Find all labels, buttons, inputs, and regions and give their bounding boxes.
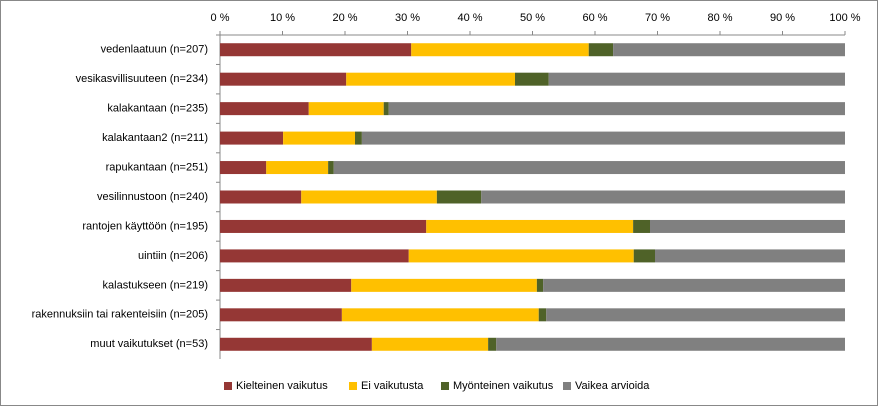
x-tick-label: 70 %	[645, 12, 670, 24]
bar-segment	[383, 102, 389, 116]
bar-segment	[301, 190, 437, 204]
legend-swatch	[563, 382, 571, 390]
y-tick-label: rantojen käyttöön (n=195)	[82, 220, 208, 232]
y-tick-label: muut vaikutukset (n=53)	[90, 338, 208, 350]
x-tick-label: 50 %	[520, 12, 545, 24]
bar-segment	[220, 308, 342, 322]
legend-swatch	[224, 382, 232, 390]
bar-segment	[543, 278, 845, 292]
bar-segment	[436, 190, 482, 204]
bar-segment	[548, 72, 845, 86]
x-tick-label: 30 %	[395, 12, 420, 24]
bar-segment	[220, 161, 267, 175]
bar-segment	[220, 219, 427, 233]
bar-segment	[346, 72, 515, 86]
legend-label: Kielteinen vaikutus	[236, 380, 328, 392]
x-tick-label: 0 %	[211, 12, 230, 24]
legend-label: Vaikea arvioida	[575, 380, 650, 392]
bar-segment	[220, 131, 284, 145]
bar-segment	[283, 131, 355, 145]
legend-label: Ei vaikutusta	[361, 380, 424, 392]
y-tick-label: rapukantaan (n=251)	[106, 161, 208, 173]
bar-segment	[333, 161, 845, 175]
y-tick-label: vesilinnustoon (n=240)	[97, 191, 208, 203]
bar-segment	[613, 43, 845, 57]
bar-segment	[220, 190, 302, 204]
y-tick-label: kalakantaan (n=235)	[107, 103, 208, 115]
legend-swatch	[441, 382, 449, 390]
bar-segment	[355, 131, 362, 145]
y-tick-label: uintiin (n=206)	[138, 250, 208, 262]
bar-segment	[220, 43, 412, 57]
bar-segment	[633, 249, 655, 263]
bar-segment	[655, 249, 845, 263]
y-tick-label: rakennuksiin tai rakenteisiin (n=205)	[32, 309, 208, 321]
bar-segment	[220, 337, 372, 351]
bar-segment	[308, 102, 384, 116]
bar-segment	[546, 308, 845, 322]
bar-segment	[220, 278, 352, 292]
y-tick-label: kalastukseen (n=219)	[103, 279, 208, 291]
bar-segment	[536, 278, 544, 292]
bar-segment	[538, 308, 547, 322]
bar-segment	[411, 43, 589, 57]
bar-segment	[481, 190, 845, 204]
legend-label: Myönteinen vaikutus	[453, 380, 554, 392]
x-tick-label: 60 %	[582, 12, 607, 24]
bar-segment	[633, 219, 650, 233]
y-tick-label: vesikasvillisuuteen (n=234)	[76, 73, 208, 85]
bar-segment	[220, 72, 347, 86]
bar-segment	[220, 102, 309, 116]
bar-segment	[361, 131, 845, 145]
bar-segment	[266, 161, 329, 175]
bar-segment	[588, 43, 614, 57]
bar-segment	[341, 308, 539, 322]
bar-segment	[351, 278, 537, 292]
bar-segment	[408, 249, 634, 263]
bar-segment	[388, 102, 845, 116]
bar-segment	[515, 72, 549, 86]
bar-segment	[328, 161, 334, 175]
y-tick-label: kalakantaan2 (n=211)	[102, 132, 208, 144]
x-tick-label: 90 %	[770, 12, 795, 24]
bar-segment	[426, 219, 634, 233]
x-tick-label: 80 %	[707, 12, 732, 24]
x-tick-label: 20 %	[332, 12, 357, 24]
x-tick-label: 100 %	[829, 12, 860, 24]
legend-swatch	[349, 382, 357, 390]
bar-segment	[220, 249, 409, 263]
bar-segment	[650, 219, 845, 233]
bar-segment	[488, 337, 497, 351]
y-tick-label: vedenlaatuun (n=207)	[101, 44, 208, 56]
bar-segment	[371, 337, 489, 351]
bar-segment	[496, 337, 845, 351]
x-tick-label: 40 %	[457, 12, 482, 24]
x-tick-label: 10 %	[270, 12, 295, 24]
